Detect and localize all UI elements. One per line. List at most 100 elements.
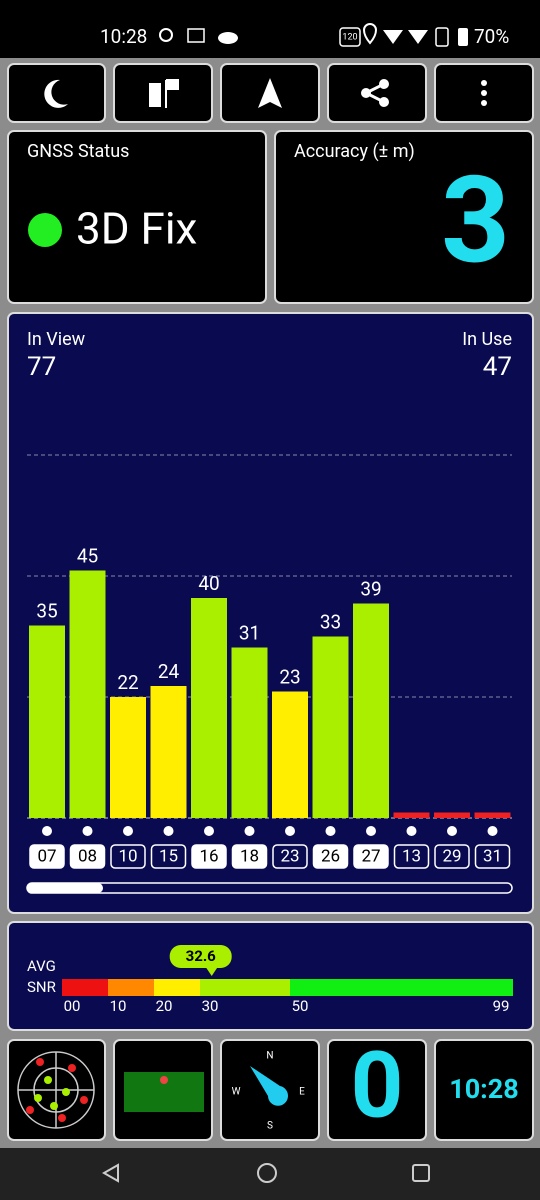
bar	[272, 691, 308, 818]
recents-button[interactable]	[412, 1164, 430, 1182]
bar	[393, 812, 430, 818]
menu-icon	[481, 100, 487, 106]
status-time: 10:28	[100, 25, 147, 48]
accuracy-title: Accuracy (± m)	[294, 141, 415, 162]
dot	[487, 826, 498, 836]
nav-bar	[0, 1148, 540, 1200]
poi-button[interactable]	[113, 63, 213, 123]
prn-box	[110, 844, 146, 869]
count: 0	[351, 1032, 404, 1139]
sky-dots	[26, 1058, 88, 1122]
value-label: 23	[279, 666, 300, 689]
clock-tile[interactable]	[434, 1039, 534, 1141]
snr-tick-label: 10	[110, 997, 127, 1015]
scroll-thumb[interactable]	[27, 883, 103, 893]
avg-label: AVG	[27, 957, 56, 975]
prn-label: 07	[37, 846, 56, 866]
fix-indicator	[28, 213, 62, 247]
prn-box	[272, 844, 308, 869]
bar	[29, 625, 65, 818]
dot	[366, 826, 376, 836]
prn-box	[393, 844, 430, 869]
dot	[42, 826, 52, 836]
icon	[435, 27, 449, 47]
snr-tick-label: 30	[202, 997, 219, 1015]
prn-box	[150, 844, 187, 869]
icon	[383, 30, 403, 44]
dot	[447, 826, 457, 836]
icon	[218, 32, 238, 44]
in-view-label: In View	[27, 329, 86, 350]
snr-average: 32.6	[186, 947, 217, 965]
snr-average-badge	[169, 945, 232, 968]
bar	[353, 603, 389, 818]
prn-label: 08	[78, 846, 97, 866]
snr-segment	[62, 979, 108, 996]
bar	[191, 598, 227, 818]
dot	[325, 826, 336, 836]
share-button[interactable]	[327, 63, 427, 123]
value-label: 22	[117, 671, 138, 694]
night-button[interactable]	[7, 63, 106, 123]
prn-label: 15	[159, 846, 178, 866]
gnss-title: GNSS Status	[27, 141, 129, 162]
refresh-rate: 120	[342, 32, 357, 42]
share-icon	[379, 97, 389, 107]
prn-box	[191, 844, 227, 869]
icon	[408, 30, 428, 44]
compass-needle	[250, 1066, 288, 1106]
dot	[285, 826, 295, 836]
accuracy-value: 3	[441, 152, 510, 292]
value-label: 24	[158, 660, 180, 683]
prn-box	[29, 844, 65, 869]
snr-tick-label: 99	[493, 997, 510, 1015]
dot	[244, 826, 255, 836]
snr-label: SNR	[27, 978, 56, 996]
snr-tick-label: 50	[292, 997, 309, 1015]
map-pin	[160, 1076, 168, 1084]
prn-label: 18	[240, 846, 259, 866]
count-tile[interactable]	[327, 1039, 427, 1141]
dot	[123, 826, 133, 836]
share-icon	[379, 79, 389, 89]
snr-pointer	[205, 967, 218, 976]
clock: 10:28	[449, 1073, 519, 1105]
prn-box	[312, 844, 349, 869]
prn-box	[231, 844, 268, 869]
icon	[339, 27, 361, 47]
in-use-label: In Use	[462, 329, 512, 350]
poi-icon	[149, 79, 179, 108]
dot	[406, 826, 417, 836]
gnss-tile	[7, 130, 267, 304]
in-use: 47	[483, 352, 512, 382]
prn-box	[474, 844, 511, 869]
compass-s: S	[267, 1121, 273, 1132]
snr-segment	[108, 979, 154, 996]
bar	[434, 812, 470, 818]
battery: 70%	[474, 25, 509, 48]
menu-icon	[481, 90, 487, 96]
prn-label: 31	[483, 846, 502, 866]
value-label: 33	[320, 611, 341, 634]
home-button[interactable]	[257, 1163, 277, 1183]
icon	[187, 28, 205, 43]
dot	[82, 826, 93, 836]
back-button[interactable]	[101, 1163, 119, 1183]
share-icon	[361, 88, 371, 98]
prn-box	[434, 844, 470, 869]
prn-label: 26	[321, 846, 340, 866]
snr-segment	[290, 979, 513, 996]
prn-label: 23	[280, 846, 299, 866]
snr-tick-label: 20	[156, 997, 173, 1015]
prn-label: 10	[118, 846, 137, 866]
bar	[474, 812, 511, 818]
snr-segment	[200, 979, 290, 996]
bar	[110, 697, 146, 818]
arrow-icon	[258, 78, 282, 108]
prn-label: 13	[402, 846, 421, 866]
snr-panel	[7, 921, 534, 1031]
sky-icon	[18, 1052, 94, 1128]
sky-dots	[34, 1076, 70, 1110]
value-label: 31	[239, 622, 260, 645]
